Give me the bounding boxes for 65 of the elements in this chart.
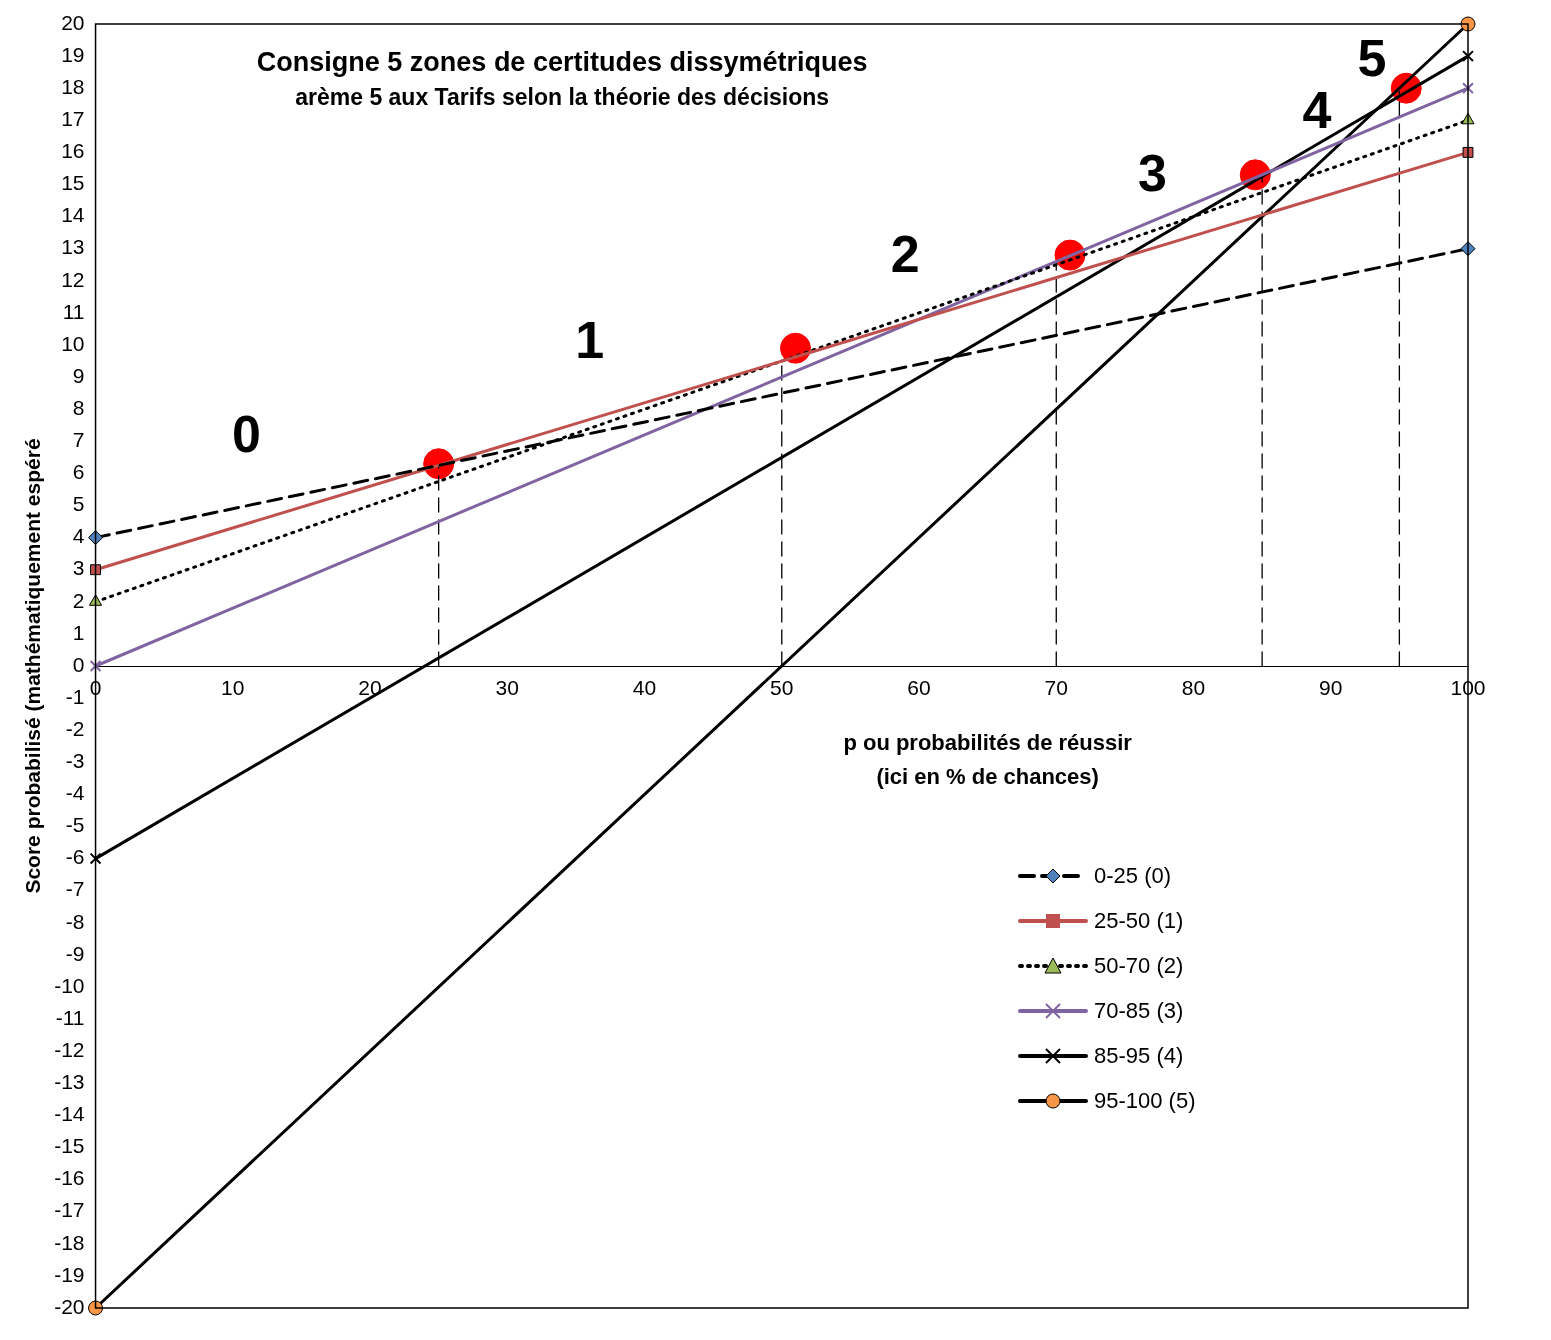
x-tick-label: 50 xyxy=(770,676,794,700)
y-tick-label: -13 xyxy=(54,1070,85,1094)
y-tick-label: -8 xyxy=(65,909,85,933)
text: arème 5 aux Tarifs selon la théorie des décisions xyxy=(295,84,830,111)
y-tick-label: 20 xyxy=(61,10,85,34)
y-tick-label: 11 xyxy=(62,299,85,323)
x-tick-label: 60 xyxy=(907,676,931,700)
y-tick-label: 3 xyxy=(72,556,85,580)
y-tick-label: 2 xyxy=(72,588,85,612)
y-tick-label: -12 xyxy=(54,1038,85,1061)
y-tick-label: -14 xyxy=(54,1102,85,1126)
y-tick-label: -1 xyxy=(65,684,85,708)
annotation: 2 xyxy=(890,225,920,284)
y-tick-label: -6 xyxy=(65,845,85,869)
legend-label: 85-95 (4) xyxy=(1094,1042,1184,1070)
annotation: 0 xyxy=(232,404,261,463)
y-tick-label: 0 xyxy=(72,652,85,676)
y-tick-label: -16 xyxy=(54,1166,85,1190)
legend-label: 95-100 (5) xyxy=(1094,1087,1196,1115)
y-tick-label: 4 xyxy=(72,524,85,548)
y-tick-label: -20 xyxy=(54,1294,85,1318)
x-tick-label: 70 xyxy=(1044,676,1068,700)
y-tick-label: -5 xyxy=(65,813,85,837)
y-tick-label: -10 xyxy=(54,973,85,997)
annotation: 3 xyxy=(1137,144,1167,203)
y-tick-label: -18 xyxy=(54,1230,85,1254)
annotation: 1 xyxy=(575,311,605,370)
y-tick-label: 16 xyxy=(61,139,85,163)
legend-label: 25-50 (1) xyxy=(1094,907,1184,935)
y-tick-label: 1 xyxy=(72,620,85,644)
y-tick-label: 12 xyxy=(61,267,85,291)
legend-label: 70-85 (3) xyxy=(1094,997,1184,1025)
y-tick-label: 10 xyxy=(61,331,85,355)
y-tick-label: 19 xyxy=(61,42,85,66)
x-axis-title: p ou probabilités de réussir (ici en % de chances) xyxy=(843,730,1133,790)
text: Consigne 5 zones de certitudes dissymétriques xyxy=(256,47,868,78)
x-tick-label: 30 xyxy=(495,676,519,700)
annotation: 5 xyxy=(1357,28,1387,87)
y-tick-label: 9 xyxy=(72,363,85,387)
y-tick-label: 5 xyxy=(72,492,85,516)
x-tick-label: 80 xyxy=(1181,676,1206,700)
y-tick-label: -17 xyxy=(54,1198,85,1222)
y-tick-label: -3 xyxy=(65,749,85,773)
y-tick-label: -9 xyxy=(65,941,85,965)
y-axis-title: Score probabilisé (mathématiquement espéré xyxy=(21,438,45,894)
y-tick-label: 8 xyxy=(72,396,85,419)
legend-label: 0-25 (0) xyxy=(1094,862,1172,890)
y-tick-label: 14 xyxy=(61,203,85,227)
y-tick-label: -7 xyxy=(65,877,85,901)
y-tick-label: -19 xyxy=(54,1262,85,1286)
y-tick-label: -2 xyxy=(65,717,85,740)
y-tick-label: 15 xyxy=(61,171,85,195)
legend-label: 50-70 (2) xyxy=(1094,952,1184,980)
x-tick-label: 90 xyxy=(1319,676,1343,700)
y-tick-label: 13 xyxy=(61,235,85,259)
y-tick-label: 18 xyxy=(61,75,85,98)
x-tick-label: 10 xyxy=(221,676,245,700)
annotation: 4 xyxy=(1302,81,1332,140)
y-tick-label: 7 xyxy=(72,428,85,452)
y-tick-label: -15 xyxy=(54,1134,85,1158)
y-tick-label: -4 xyxy=(65,781,85,805)
y-tick-label: -11 xyxy=(55,1005,85,1029)
y-tick-label: 17 xyxy=(61,107,85,131)
x-tick-label: 40 xyxy=(632,676,657,700)
y-tick-label: 6 xyxy=(72,460,85,484)
